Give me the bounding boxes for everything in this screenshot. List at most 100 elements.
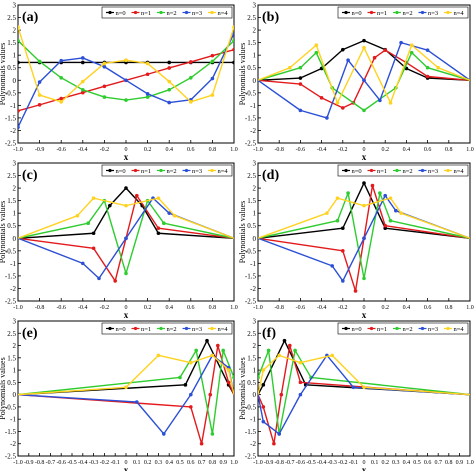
y-tick-label: -2 <box>10 127 16 135</box>
legend-label: n=2 <box>403 168 413 175</box>
legend: n=0 n=1 n=2 n=3 n=4 <box>337 322 469 335</box>
data-point <box>288 65 292 70</box>
data-point <box>261 368 266 372</box>
series-line <box>258 349 470 435</box>
x-tick-label: -0.6 <box>296 147 306 153</box>
x-axis-label: x <box>362 152 367 162</box>
data-point <box>102 64 107 69</box>
x-tick-label: 0.4 <box>165 460 173 466</box>
x-tick-label: -0.8 <box>35 460 45 466</box>
x-tick-label: 0.1 <box>371 460 379 466</box>
data-point <box>208 392 213 397</box>
y-tick-label: 3 <box>13 318 17 326</box>
legend-label: n=3 <box>192 168 202 175</box>
y-tick-label: 0 <box>253 77 257 85</box>
data-point <box>18 38 20 43</box>
plot-frame <box>257 4 471 144</box>
legend-label: n=0 <box>116 168 126 175</box>
x-tick-label: -0.6 <box>56 460 66 466</box>
data-point <box>383 226 388 231</box>
x-tick-label: 0 <box>363 460 366 466</box>
series-group <box>258 338 470 446</box>
y-tick-label: -1 <box>250 102 256 110</box>
x-tick-label: 0.8 <box>209 305 217 311</box>
data-point <box>167 60 171 65</box>
y-tick-label: 3 <box>253 2 257 10</box>
x-tick-label: 0.2 <box>144 460 152 466</box>
data-point <box>135 193 139 198</box>
data-point <box>226 368 231 372</box>
data-point <box>167 66 171 70</box>
x-tick-label: 0.6 <box>187 147 195 153</box>
x-tick-label: -0.8 <box>274 147 284 153</box>
x-tick-label: -0.4 <box>78 147 88 153</box>
y-tick-label: -2.5 <box>5 298 17 306</box>
x-tick-label: -0.7 <box>46 460 56 466</box>
legend-label: n=0 <box>352 10 362 17</box>
y-tick-label: -2.5 <box>245 298 257 306</box>
data-point <box>221 348 225 353</box>
x-tick-label: -0.2 <box>338 147 348 153</box>
legend-label: n=2 <box>167 10 177 17</box>
data-point <box>277 432 282 436</box>
y-tick-label: 0 <box>253 235 257 243</box>
legend-marker <box>184 168 189 173</box>
x-tick-label: 0.6 <box>424 460 432 466</box>
data-point <box>210 93 215 97</box>
data-point <box>124 78 128 83</box>
data-point <box>97 276 101 281</box>
y-tick-label: 2.5 <box>7 330 16 338</box>
data-point <box>194 348 198 353</box>
data-point <box>425 65 430 70</box>
legend: n=0 n=1 n=2 n=3 n=4 <box>337 164 469 177</box>
y-tick-label: -0.5 <box>245 403 257 411</box>
data-point <box>362 203 366 208</box>
data-point <box>232 375 234 380</box>
data-point <box>409 43 414 47</box>
data-point <box>167 88 171 92</box>
data-point <box>162 221 166 226</box>
data-point <box>91 196 96 200</box>
data-point <box>298 82 303 86</box>
x-tick-label: 0.8 <box>209 147 217 153</box>
x-tick-label: -0.9 <box>24 460 34 466</box>
data-point <box>145 95 150 99</box>
data-point <box>189 405 193 409</box>
legend-marker <box>210 326 214 331</box>
legend-box <box>101 6 233 19</box>
data-point <box>353 289 358 293</box>
data-point <box>91 246 96 251</box>
x-tick-label: -0.6 <box>56 147 66 153</box>
data-point <box>59 58 63 63</box>
legend-marker <box>446 10 450 15</box>
x-tick-label: -0.2 <box>338 460 348 466</box>
data-point <box>362 236 366 241</box>
data-point <box>298 76 303 80</box>
legend-marker <box>344 168 348 173</box>
data-point <box>81 56 85 60</box>
y-tick-label: -2.5 <box>245 453 257 461</box>
legend-marker <box>395 168 399 173</box>
x-tick-label: -1.0 <box>13 147 23 153</box>
data-point <box>261 383 266 387</box>
data-point <box>325 211 329 215</box>
data-point <box>189 60 193 64</box>
data-point <box>145 72 150 77</box>
x-tick-label: 0.7 <box>434 460 442 466</box>
data-point <box>124 385 128 390</box>
data-point <box>341 279 345 283</box>
series-line <box>18 40 234 101</box>
data-point <box>362 38 366 43</box>
legend-label: n=2 <box>167 326 177 333</box>
y-tick-label: 1 <box>13 210 17 218</box>
panel-label: (f) <box>262 326 276 341</box>
x-tick-label: -0.2 <box>100 305 110 311</box>
data-point <box>172 213 177 218</box>
x-tick-label: 1.0 <box>466 147 474 153</box>
data-point <box>189 360 193 365</box>
y-axis-label: Polynomials values <box>0 357 7 419</box>
y-tick-label: -2 <box>10 285 16 293</box>
x-axis-label: x <box>124 152 129 162</box>
data-point <box>189 392 193 397</box>
